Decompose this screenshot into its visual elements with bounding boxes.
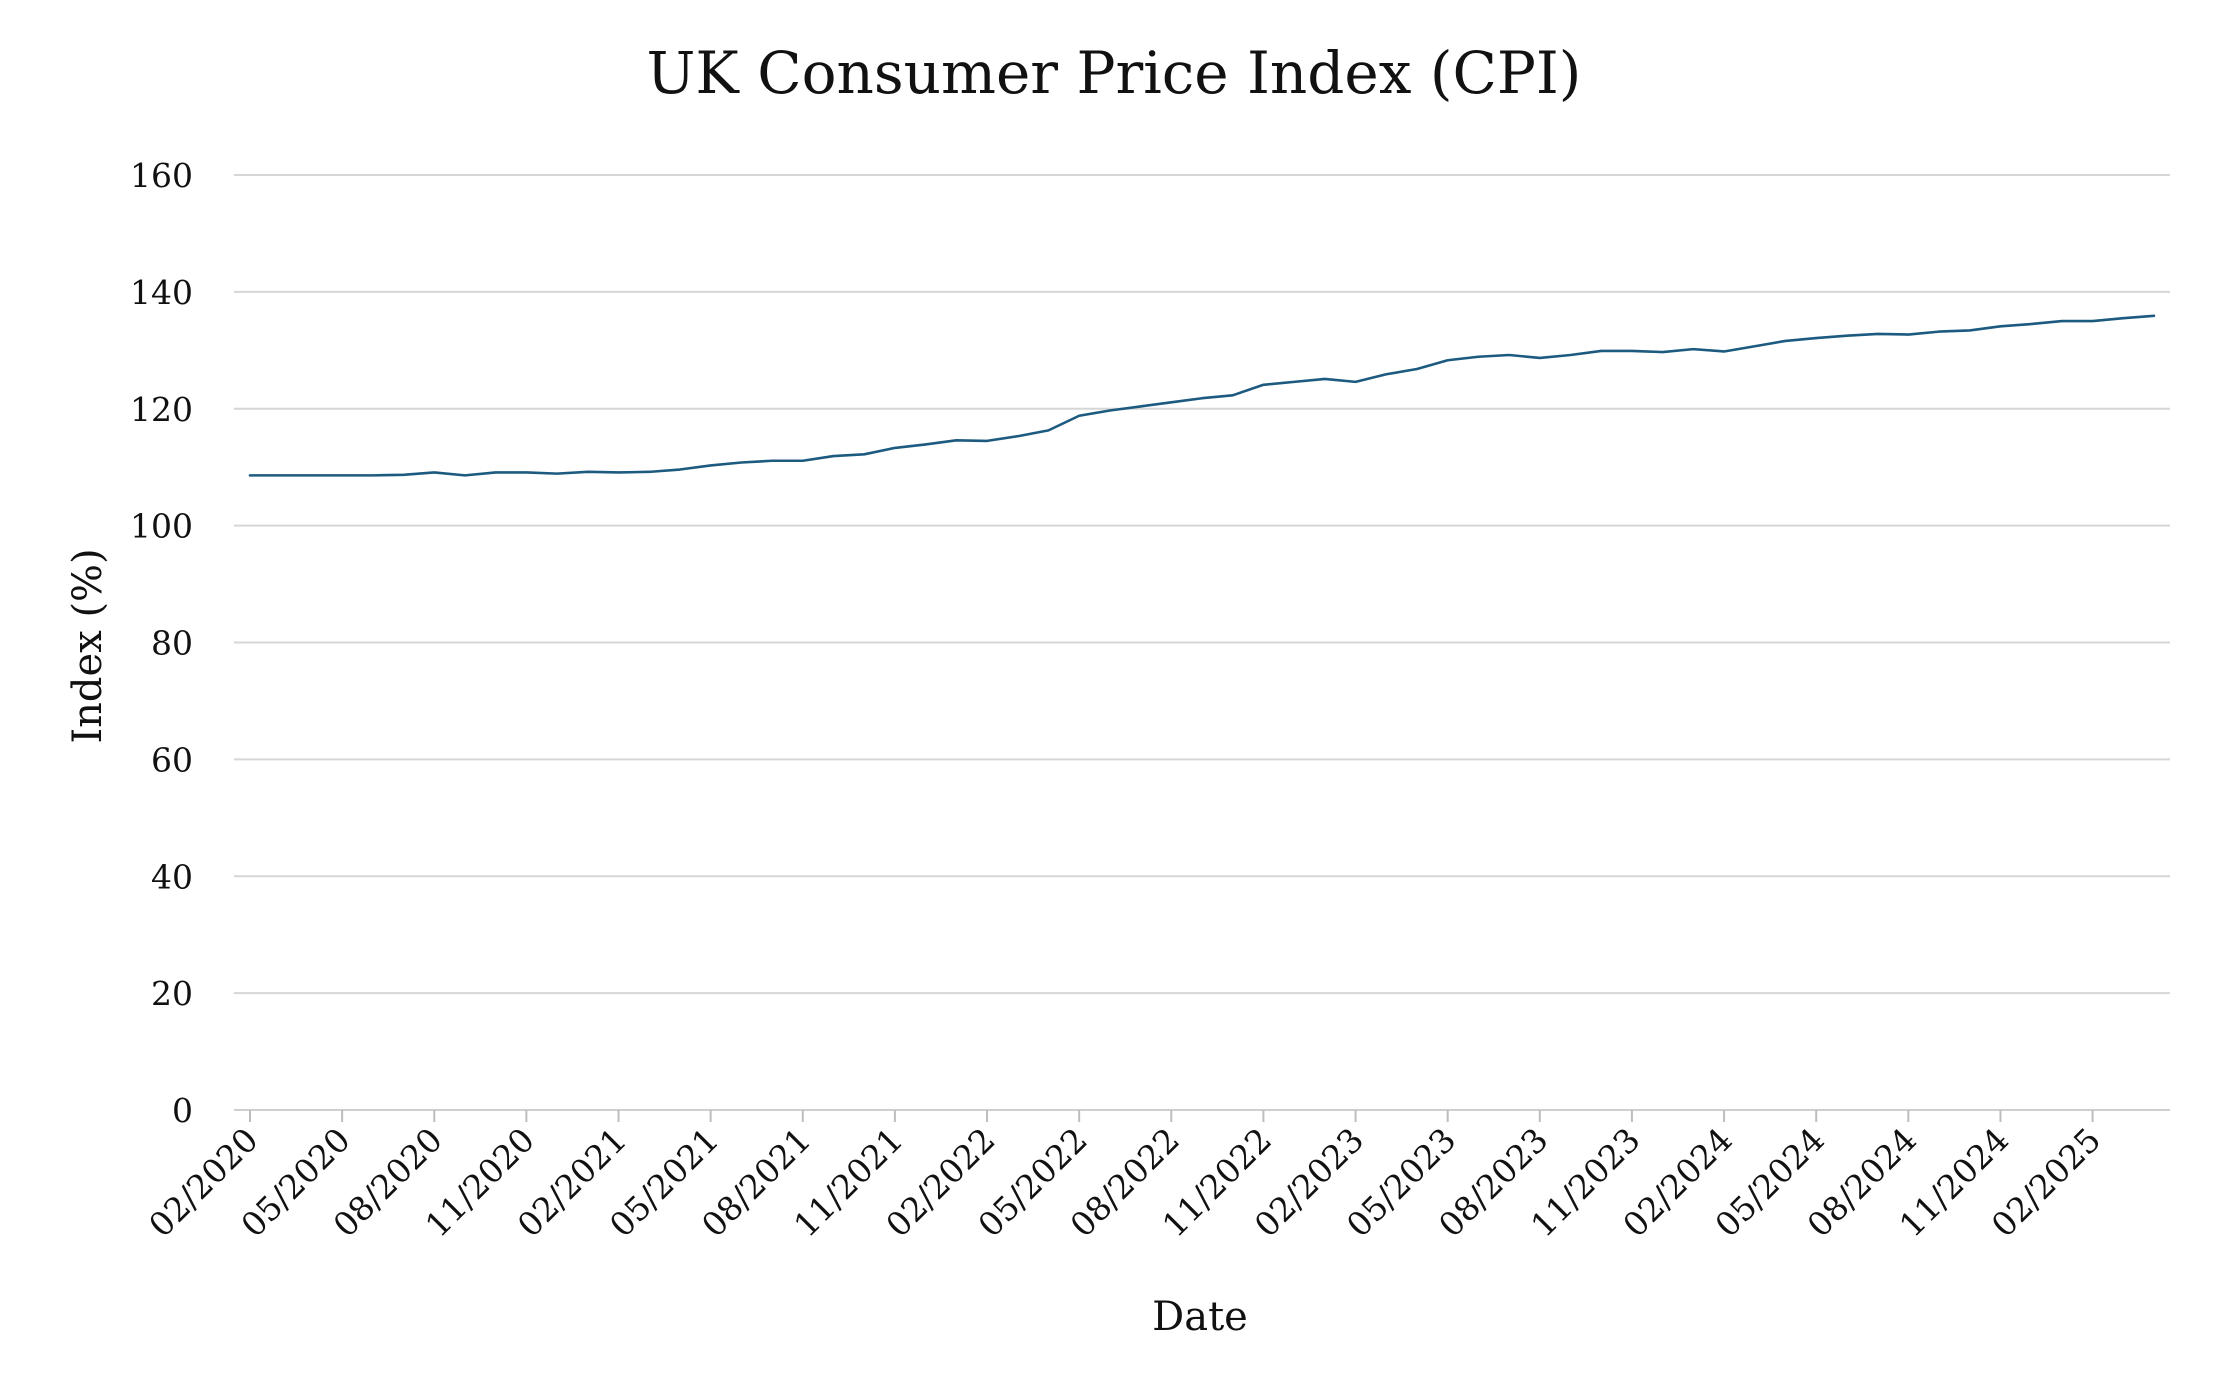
y-tick-label: 20 <box>151 974 193 1013</box>
y-axis-label: Index (%) <box>65 548 111 743</box>
y-tick-label: 0 <box>172 1091 193 1130</box>
y-tick-label: 140 <box>130 273 193 312</box>
y-tick-label: 100 <box>130 507 193 546</box>
axes-layer: 02040608010012014016002/202005/202008/20… <box>130 156 2170 1245</box>
y-tick-label: 60 <box>151 740 193 779</box>
y-tick-label: 120 <box>130 390 193 429</box>
grid-layer <box>234 174 2170 995</box>
series-line-cpi <box>248 314 2156 477</box>
y-tick-label: 80 <box>151 624 193 663</box>
series-layer <box>248 314 2156 477</box>
y-tick-label: 160 <box>130 156 193 195</box>
chart-title: UK Consumer Price Index (CPI) <box>647 39 1582 107</box>
y-tick-label: 40 <box>151 857 193 896</box>
x-axis-label: Date <box>1152 1294 1248 1340</box>
